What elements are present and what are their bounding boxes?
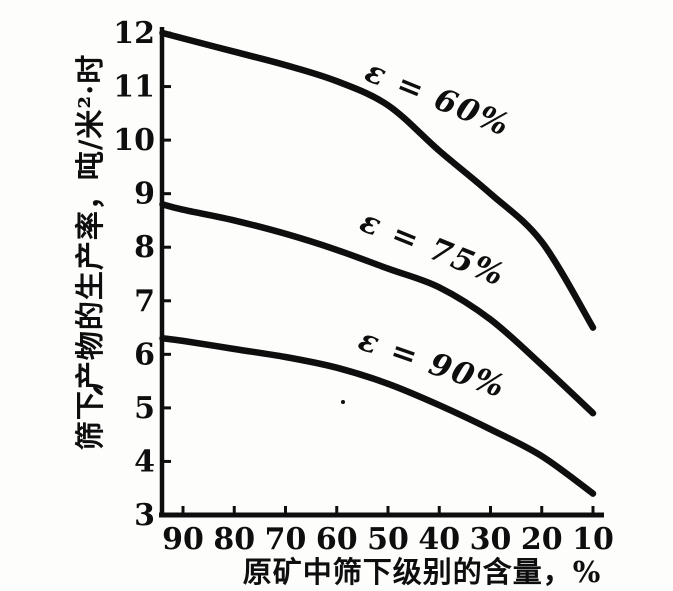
- x-tick-label: 80: [213, 522, 255, 557]
- x-tick-label: 20: [521, 522, 563, 557]
- y-tick-label: 10: [113, 123, 155, 158]
- curve-epsilon-60: [159, 29, 597, 331]
- y-tick-label: 8: [134, 230, 155, 265]
- x-tick-label: 70: [265, 522, 307, 557]
- x-tick-label: 40: [418, 522, 460, 557]
- curve-label-epsilon-75: ε = 75%: [355, 203, 510, 294]
- x-tick-label: 90: [162, 522, 204, 557]
- y-tick-label: 9: [134, 177, 155, 212]
- x-tick-label: 10: [572, 522, 614, 557]
- x-tick-label: 30: [470, 522, 512, 557]
- x-tick-label: 60: [316, 522, 358, 557]
- x-axis-title: 原矿中筛下级别的含量，%: [243, 555, 602, 589]
- curve-epsilon-75: [159, 201, 597, 417]
- x-tick-label: 50: [367, 522, 409, 557]
- y-tick-label: 11: [113, 70, 155, 105]
- y-axis-title: 筛下产物的生产率，吨/米²·时: [73, 54, 107, 450]
- scan-speck: [341, 400, 345, 404]
- y-tick-label: 6: [134, 337, 155, 372]
- y-tick-label: 7: [134, 284, 155, 319]
- curve-label-epsilon-90: ε = 90%: [354, 322, 510, 406]
- y-tick-label: 4: [134, 444, 155, 479]
- scan-speck: [93, 386, 103, 396]
- y-tick-label: 12: [113, 16, 155, 51]
- curve-epsilon-90: [159, 335, 597, 497]
- y-tick-label: 5: [134, 391, 155, 426]
- y-tick-label: 3: [134, 498, 155, 533]
